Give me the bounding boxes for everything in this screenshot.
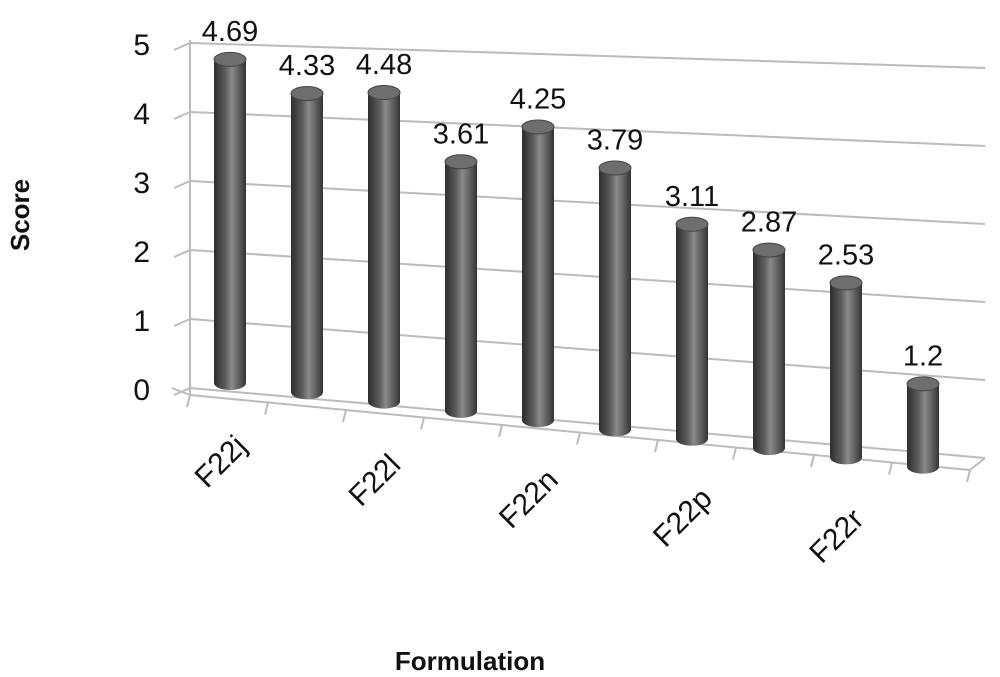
value-label: 4.25 — [510, 84, 566, 116]
grid-line — [189, 42, 986, 69]
y-axis-title: Score — [5, 179, 35, 251]
x-tick-label: F22r — [803, 503, 870, 570]
value-label: 2.53 — [818, 239, 874, 271]
bar — [522, 126, 554, 428]
bar-top — [752, 242, 786, 258]
bar — [368, 92, 400, 409]
x-tick-mark — [498, 424, 503, 438]
x-tick-mark — [420, 417, 425, 430]
bar-top — [444, 154, 478, 170]
value-label: 4.33 — [279, 50, 335, 82]
value-label: 1.2 — [903, 341, 943, 373]
x-tick-mark — [264, 402, 269, 415]
bar-top — [213, 51, 247, 67]
floor-right-edge — [969, 457, 986, 471]
value-label: 4.69 — [202, 16, 258, 48]
y-tick-label: 3 — [133, 167, 150, 200]
x-tick-mark — [186, 394, 191, 408]
bar-top — [675, 216, 709, 232]
bar — [753, 250, 785, 456]
bar — [291, 93, 323, 400]
x-tick-label: F22p — [647, 482, 719, 554]
y-tick-mark — [173, 318, 191, 327]
bar-top — [906, 376, 940, 392]
x-tick-label: F22l — [343, 448, 408, 513]
x-tick-mark — [654, 439, 659, 453]
bar-top — [521, 119, 555, 135]
x-tick-mark — [966, 469, 971, 483]
y-tick-mark — [173, 42, 191, 51]
x-tick-mark — [810, 454, 815, 468]
x-tick-mark — [342, 409, 347, 423]
y-tick-mark — [173, 249, 191, 258]
x-tick-mark — [576, 432, 581, 445]
bar-top — [829, 275, 863, 291]
bar-top — [290, 86, 324, 102]
bar-top — [367, 84, 401, 100]
y-tick-label: 4 — [133, 98, 150, 131]
y-tick-label: 5 — [133, 29, 150, 62]
y-tick-label: 1 — [133, 305, 150, 338]
y-tick-label: 2 — [133, 236, 150, 269]
bar — [907, 383, 939, 474]
value-label: 2.87 — [741, 207, 797, 239]
y-tick-mark — [173, 387, 191, 396]
bar — [676, 224, 708, 446]
bar-top — [598, 160, 632, 176]
x-tick-label: F22n — [493, 463, 565, 535]
y-tick-label: 0 — [133, 374, 150, 407]
bar — [599, 167, 631, 437]
x-tick-mark — [888, 462, 893, 475]
x-tick-mark — [732, 447, 737, 460]
bar — [830, 282, 862, 465]
y-tick-mark — [173, 111, 191, 120]
y-tick-mark — [173, 180, 191, 189]
x-axis-title: Formulation — [395, 646, 545, 676]
bar — [445, 161, 477, 418]
x-tick-label: F22j — [189, 430, 254, 495]
bar — [214, 59, 246, 390]
value-label: 3.61 — [433, 118, 489, 150]
value-label: 3.11 — [665, 181, 719, 213]
value-label: 4.48 — [356, 49, 412, 81]
value-label: 3.79 — [587, 125, 643, 157]
